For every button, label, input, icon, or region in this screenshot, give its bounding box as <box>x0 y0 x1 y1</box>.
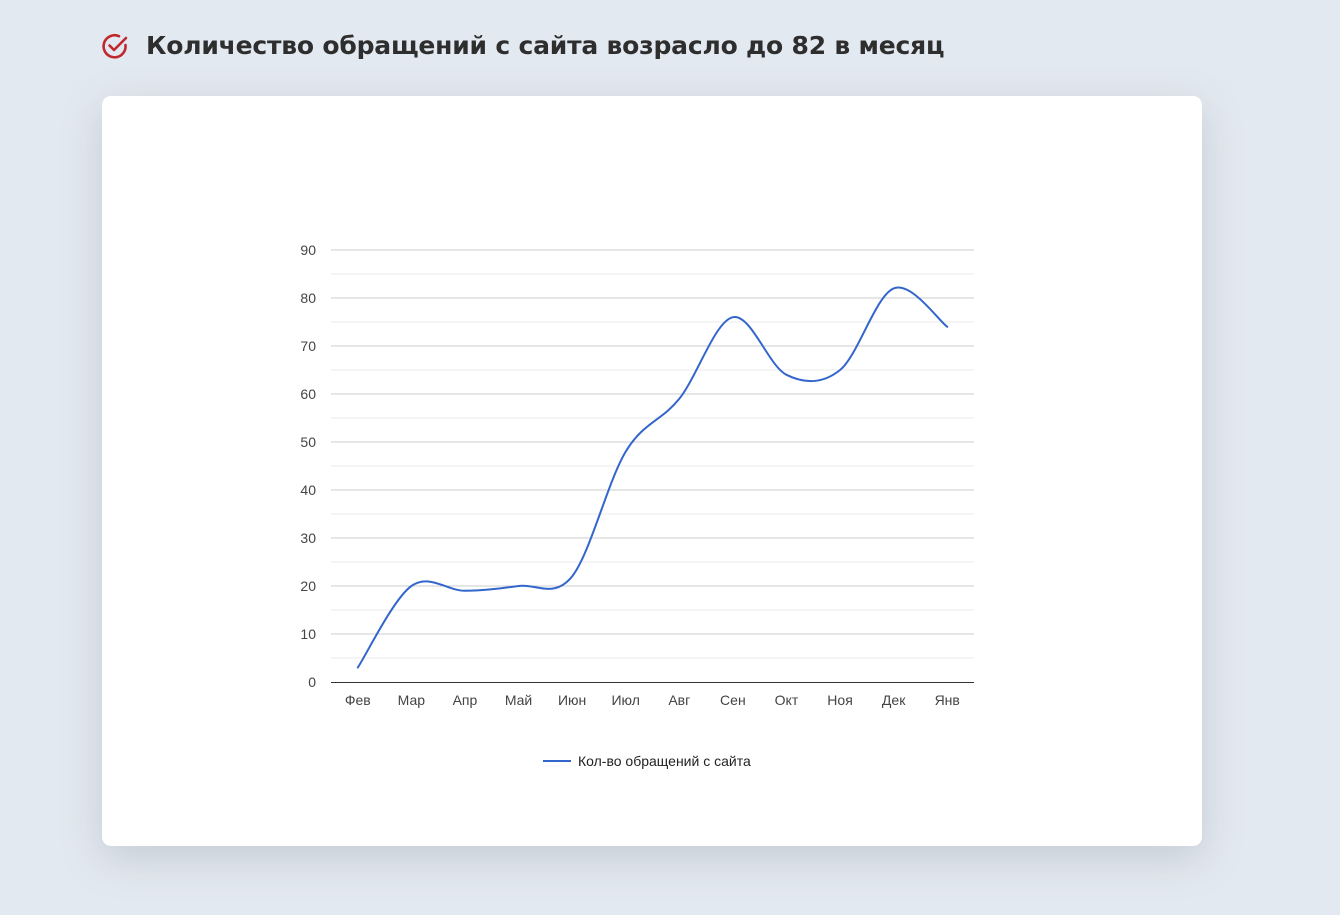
x-tick-label: Ноя <box>827 692 852 708</box>
chart-series <box>356 286 949 669</box>
y-tick-label: 0 <box>308 674 316 690</box>
x-tick-label: Сен <box>720 692 746 708</box>
x-tick-label: Авг <box>668 692 690 708</box>
x-tick-label: Июл <box>611 692 639 708</box>
x-tick-label: Май <box>505 692 532 708</box>
y-tick-label: 50 <box>300 434 316 450</box>
y-tick-label: 20 <box>300 578 316 594</box>
x-axis-ticks: Фев Мар Апр Май Июн Июл Авг Сен Окт Ноя Дек Янв <box>345 692 960 708</box>
x-tick-label: Дек <box>882 692 906 708</box>
chart-card: 0 10 20 30 40 50 60 70 80 90 Фев Мар Апр Май Июн Июл Ав… <box>102 96 1202 846</box>
check-circle-icon <box>101 32 129 60</box>
legend-label: Кол-во обращений с сайта <box>578 753 751 769</box>
y-tick-label: 10 <box>300 626 316 642</box>
page-title: Количество обращений с сайта возрасло до… <box>146 31 945 60</box>
x-tick-label: Окт <box>775 692 799 708</box>
x-tick-label: Янв <box>935 692 960 708</box>
x-tick-label: Июн <box>558 692 586 708</box>
line-chart: 0 10 20 30 40 50 60 70 80 90 Фев Мар Апр Май Июн Июл Ав… <box>300 242 974 769</box>
x-tick-label: Апр <box>453 692 478 708</box>
chart-legend: Кол-во обращений с сайта <box>543 753 751 769</box>
x-tick-label: Мар <box>398 692 426 708</box>
y-tick-label: 30 <box>300 530 316 546</box>
y-tick-label: 40 <box>300 482 316 498</box>
page-heading: Количество обращений с сайта возрасло до… <box>101 31 945 60</box>
y-tick-label: 60 <box>300 386 316 402</box>
y-tick-label: 80 <box>300 290 316 306</box>
y-axis-ticks: 0 10 20 30 40 50 60 70 80 90 <box>300 242 316 690</box>
y-tick-label: 90 <box>300 242 316 258</box>
series-line <box>356 286 949 669</box>
chart-grid <box>331 249 974 659</box>
y-tick-label: 70 <box>300 338 316 354</box>
x-tick-label: Фев <box>345 692 371 708</box>
